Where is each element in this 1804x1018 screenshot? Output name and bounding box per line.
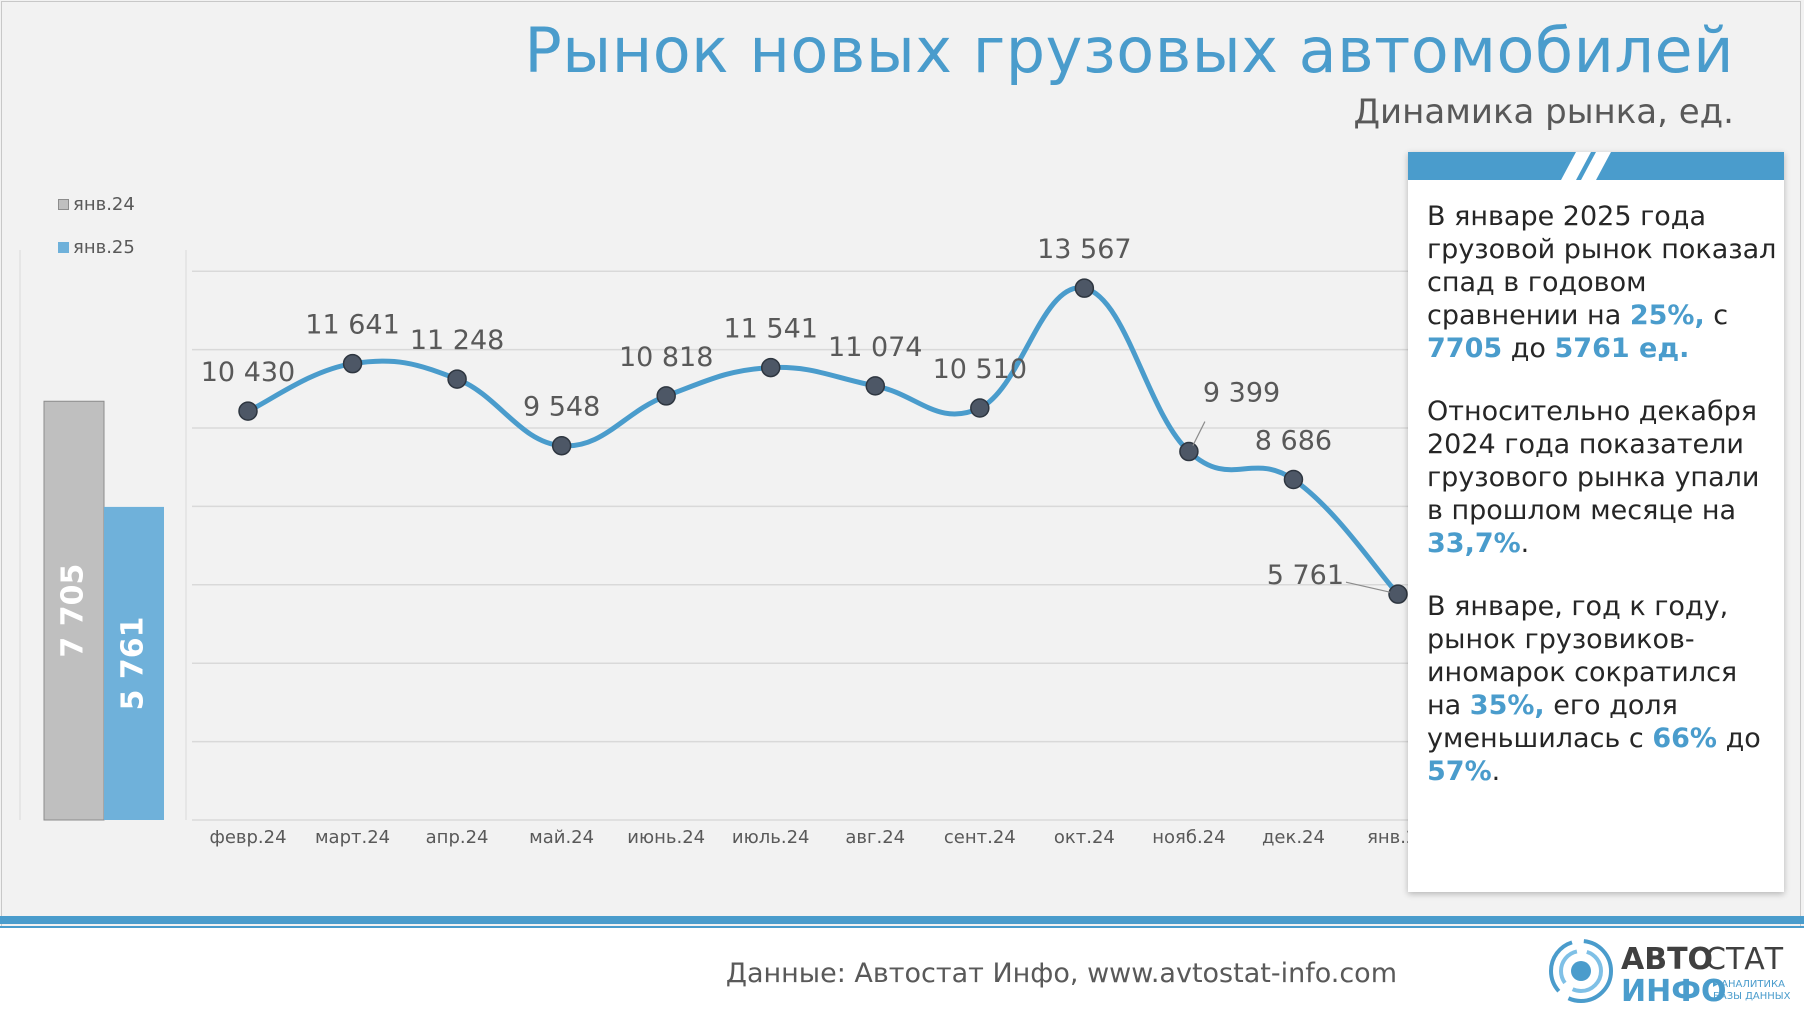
x-tick-label: апр.24 bbox=[426, 827, 489, 848]
svg-text:БАЗЫ ДАННЫХ: БАЗЫ ДАННЫХ bbox=[1713, 991, 1790, 1002]
legend-swatch-gray bbox=[58, 199, 69, 210]
source-text: Данные: Автостат Инфо, www.avtostat-info… bbox=[725, 958, 1397, 989]
data-point-янв.25 bbox=[1388, 584, 1408, 604]
info-paragraph-3: В январе, год к году, рынок грузовиков-и… bbox=[1427, 591, 1761, 787]
svg-text:▸ АНАЛИТИКА: ▸ АНАЛИТИКА bbox=[1713, 979, 1785, 990]
data-label: 9 399 bbox=[1203, 378, 1280, 409]
data-label: 10 430 bbox=[201, 357, 295, 388]
svg-text:АВТО: АВТО bbox=[1621, 942, 1713, 977]
x-tick-label: дек.24 bbox=[1262, 827, 1325, 848]
avtostat-logo: АВТО СТАТ ИНФО ▸ АНАЛИТИКА БАЗЫ ДАННЫХ bbox=[1545, 935, 1791, 1009]
info-paragraph-1: В январе 2025 года грузовой рынок показа… bbox=[1427, 201, 1777, 364]
data-point-апр.24 bbox=[447, 369, 467, 389]
data-point-март.24 bbox=[342, 353, 363, 374]
x-tick-label: май.24 bbox=[529, 827, 594, 848]
data-label: 11 641 bbox=[305, 310, 399, 341]
info-text: В январе 2025 года грузовой рынок показа… bbox=[1427, 200, 1777, 818]
info-panel bbox=[1408, 152, 1784, 892]
data-label: 11 541 bbox=[723, 314, 817, 345]
x-tick-label: окт.24 bbox=[1054, 827, 1115, 848]
data-label: 11 248 bbox=[410, 325, 504, 356]
legend-swatch-blue bbox=[58, 242, 69, 253]
footer bbox=[0, 928, 1804, 1018]
data-label: 5 761 bbox=[1267, 560, 1344, 591]
data-point-май.24 bbox=[551, 435, 572, 456]
data-point-сент.24 bbox=[970, 398, 990, 418]
bar-value-label: 5 761 bbox=[116, 616, 151, 710]
data-label: 10 818 bbox=[619, 342, 713, 373]
legend-item-jan25: янв.25 bbox=[58, 237, 135, 258]
page-title: Рынок новых грузовых автомобилей bbox=[524, 14, 1734, 87]
page-subtitle: Динамика рынка, ед. bbox=[1353, 92, 1734, 132]
bar-янв.24 bbox=[43, 400, 105, 821]
data-point-авг.24 bbox=[865, 376, 886, 396]
data-label: 10 510 bbox=[933, 354, 1027, 385]
footer-divider-thin bbox=[0, 926, 1804, 928]
leader-line bbox=[1345, 581, 1391, 593]
info-panel-header bbox=[1408, 152, 1784, 180]
svg-text:ИНФО: ИНФО bbox=[1621, 974, 1726, 1007]
info-paragraph-2: Относительно декабря 2024 года показател… bbox=[1427, 396, 1760, 559]
bar-value-label: 7 705 bbox=[56, 564, 91, 658]
chart-area: 7 705 5 761 10 430 11 641 11 248 9 548 10 818… bbox=[19, 234, 1429, 848]
data-label: 13 567 bbox=[1037, 234, 1131, 265]
legend-label: янв.24 bbox=[73, 194, 135, 215]
x-tick-label: сент.24 bbox=[944, 827, 1016, 848]
legend-label: янв.25 bbox=[73, 237, 135, 258]
x-tick-label: июль.24 bbox=[732, 827, 810, 848]
x-tick-label: нояб.24 bbox=[1152, 827, 1225, 848]
data-point-июль.24 bbox=[760, 357, 781, 378]
data-point-февр.24 bbox=[238, 401, 258, 421]
bar-янв.25 bbox=[104, 506, 164, 820]
data-label: 9 548 bbox=[523, 392, 600, 423]
x-tick-label: февр.24 bbox=[209, 827, 286, 848]
data-label: 11 074 bbox=[828, 332, 922, 363]
x-tick-label: март.24 bbox=[315, 827, 390, 848]
data-point-нояб.24 bbox=[1179, 441, 1199, 462]
leader-line bbox=[1192, 421, 1206, 446]
data-point-дек.24 bbox=[1283, 469, 1304, 490]
footer-divider bbox=[0, 916, 1804, 924]
svg-text:СТАТ: СТАТ bbox=[1705, 942, 1784, 977]
legend-item-jan24: янв.24 bbox=[58, 194, 135, 215]
x-tick-label: июнь.24 bbox=[627, 827, 705, 848]
data-point-июнь.24 bbox=[656, 386, 676, 406]
data-label: 8 686 bbox=[1255, 426, 1332, 457]
x-tick-label: авг.24 bbox=[845, 827, 905, 848]
data-point-окт.24 bbox=[1074, 278, 1095, 298]
